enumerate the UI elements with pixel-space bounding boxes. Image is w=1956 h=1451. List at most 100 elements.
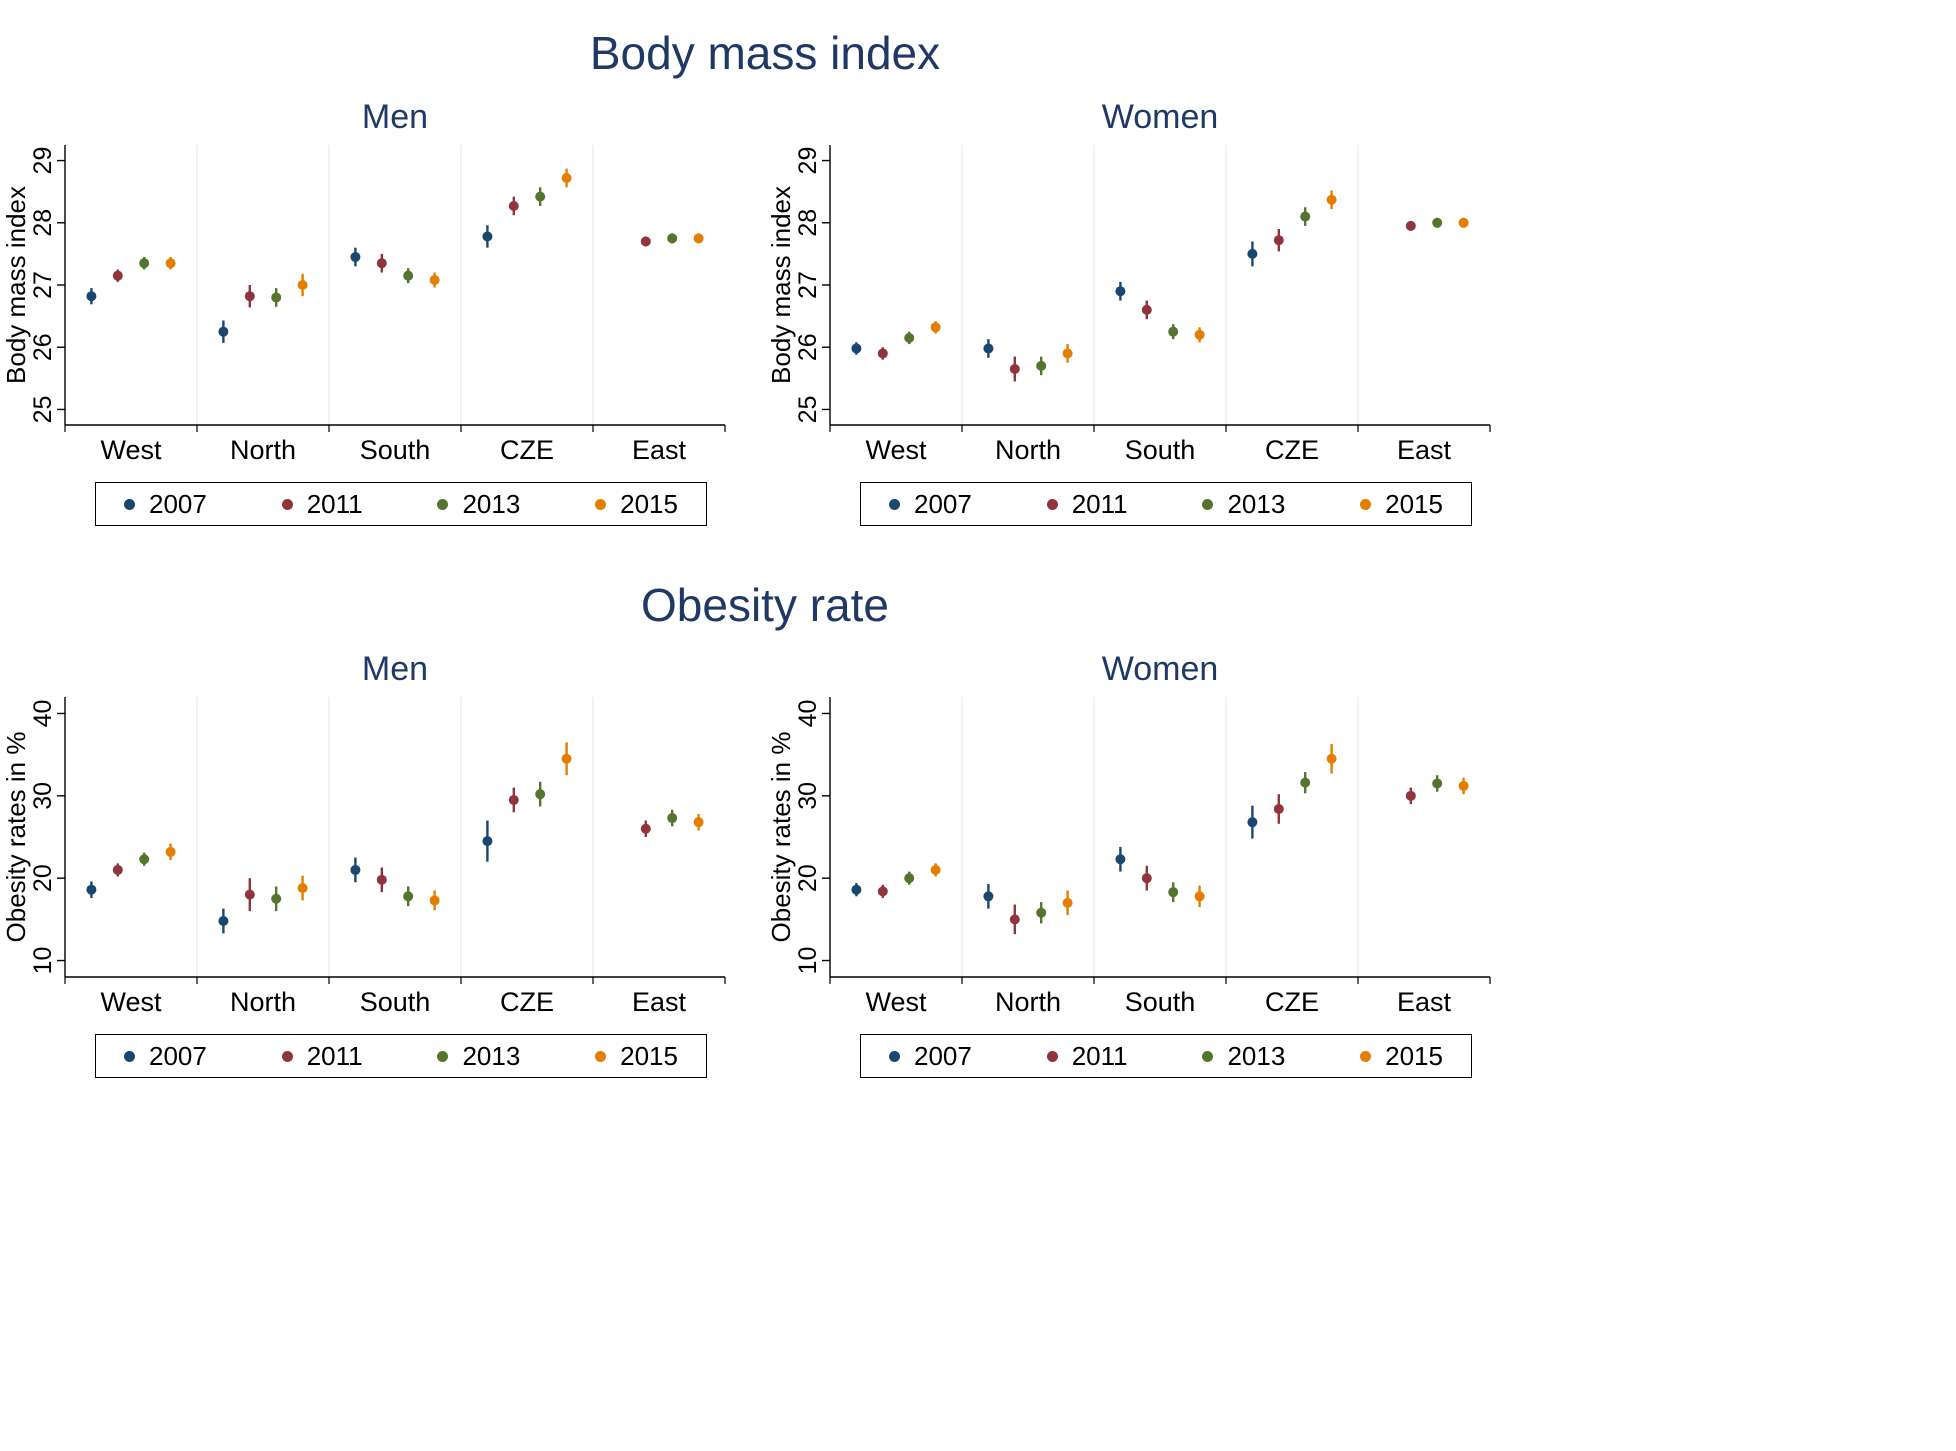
- data-point-2015: [1194, 891, 1205, 902]
- data-point-2011: [877, 348, 888, 359]
- y-tick-label: 10: [794, 947, 822, 975]
- data-point-2013: [1168, 326, 1179, 337]
- data-point-2013: [1300, 211, 1311, 222]
- legend-year-label: 2013: [1227, 488, 1286, 519]
- legend-item-2015: 2015: [595, 489, 678, 520]
- y-tick-label: 25: [29, 396, 57, 424]
- legend-item-2007: 2007: [124, 1041, 207, 1072]
- data-point-2011: [1141, 304, 1152, 315]
- legend-marker-icon: [889, 498, 900, 510]
- legend-item-2013: 2013: [1202, 489, 1285, 520]
- legend-marker-icon: [595, 498, 607, 510]
- legend-year-label: 2011: [1071, 488, 1128, 519]
- data-point-2015: [429, 895, 440, 906]
- subplot-title-bmi-men: Men: [361, 98, 429, 136]
- data-point-2015: [1458, 217, 1469, 228]
- data-point-2007: [482, 836, 493, 847]
- y-tick-label: 20: [29, 864, 57, 892]
- x-category-label: East: [632, 987, 687, 1017]
- y-axis-title: Body mass index: [766, 186, 796, 384]
- data-point-2011: [112, 864, 123, 875]
- subplot-title-bmi-women: Women: [1101, 98, 1219, 136]
- data-point-2011: [244, 889, 255, 900]
- data-point-2013: [271, 893, 282, 904]
- plot-obesity-men: 10 20 30 40 West North South CZE East Obesity rat…: [1, 697, 726, 1017]
- legend-marker-icon: [437, 498, 449, 510]
- y-tick-label: 40: [29, 700, 57, 728]
- legend-item-2015: 2015: [1360, 489, 1443, 520]
- legend-marker-icon: [1046, 1050, 1058, 1062]
- plot-bmi-women: 25 26 27 28 29 West North South CZE East Body mass…: [766, 145, 1491, 465]
- legend-item-2015: 2015: [1360, 1041, 1443, 1072]
- data-point-2013: [403, 891, 414, 902]
- data-point-2011: [877, 886, 888, 897]
- plot-obesity-women: 10 20 30 40 West North South CZE East Obesity rat…: [766, 697, 1491, 1017]
- data-point-2007: [218, 326, 229, 337]
- x-category-label: South: [360, 987, 431, 1017]
- data-point-2007: [1115, 854, 1126, 865]
- data-point-2011: [640, 823, 651, 834]
- y-tick-label: 27: [794, 271, 822, 299]
- y-tick-label: 27: [29, 271, 57, 299]
- x-category-label: CZE: [1265, 435, 1319, 465]
- data-point-2007: [983, 343, 994, 354]
- data-point-2013: [1036, 360, 1047, 371]
- panel-obesity-women: Women 10 20 30 40 West North South CZE East Obesit…: [765, 638, 1530, 1078]
- y-axis-title: Obesity rates in %: [1, 732, 31, 943]
- x-category-label: CZE: [1265, 987, 1319, 1017]
- legend-marker-icon: [595, 1050, 607, 1062]
- bmi-row: Men 25 26 27 28 29 West North South CZE East Body m…: [0, 86, 1530, 526]
- x-category-label: CZE: [500, 987, 554, 1017]
- data-point-2013: [904, 873, 915, 884]
- data-point-2013: [904, 332, 915, 343]
- x-category-label: West: [865, 987, 927, 1017]
- legend-item-2007: 2007: [889, 489, 972, 520]
- legend-item-2011: 2011: [281, 1040, 363, 1072]
- data-point-2011: [1273, 235, 1284, 246]
- legend-item-2011: 2011: [1046, 1041, 1128, 1072]
- data-point-2015: [1326, 753, 1337, 764]
- data-point-2013: [139, 258, 150, 269]
- legend-marker-icon: [1202, 498, 1214, 510]
- data-point-2015: [1326, 194, 1337, 205]
- data-point-2013: [139, 854, 150, 865]
- legend-item-2013: 2013: [437, 1041, 520, 1072]
- data-point-2007: [851, 343, 862, 354]
- data-point-2011: [1405, 220, 1416, 231]
- x-category-label: North: [230, 435, 296, 465]
- plot-bmi-men: 25 26 27 28 29 West North South CZE East Body mass…: [1, 145, 726, 465]
- data-point-2013: [1432, 778, 1443, 789]
- data-point-2011: [112, 270, 123, 281]
- legend-year-label: 2015: [620, 488, 678, 519]
- y-tick-label: 10: [29, 947, 57, 975]
- y-tick-label: 28: [29, 209, 57, 237]
- legend-year-label: 2013: [462, 488, 521, 519]
- data-point-2015: [561, 753, 572, 764]
- data-point-2007: [86, 884, 97, 895]
- legend-marker-icon: [124, 498, 135, 510]
- y-tick-label: 29: [794, 147, 822, 175]
- data-point-2013: [403, 270, 414, 281]
- legend-marker-icon: [1202, 1050, 1214, 1062]
- legend-marker-icon: [1360, 498, 1372, 510]
- data-point-2007: [86, 291, 97, 302]
- legend-year-label: 2011: [306, 1040, 363, 1071]
- data-point-2015: [1458, 780, 1469, 791]
- x-category-label: South: [360, 435, 431, 465]
- legend-marker-icon: [889, 1050, 900, 1062]
- legend-year-label: 2015: [1385, 1040, 1443, 1071]
- legend-bmi-women: 2007 2011 2013 2015: [860, 482, 1472, 526]
- data-point-2015: [930, 322, 941, 333]
- x-category-label: South: [1125, 987, 1196, 1017]
- x-category-label: North: [995, 435, 1061, 465]
- data-point-2007: [851, 884, 862, 895]
- y-tick-label: 26: [794, 333, 822, 361]
- legend-year-label: 2011: [306, 488, 363, 519]
- data-point-2011: [640, 236, 651, 247]
- data-point-2007: [983, 891, 994, 902]
- y-tick-label: 40: [794, 700, 822, 728]
- legend-item-2013: 2013: [1202, 1041, 1285, 1072]
- figure-canvas: Body mass index Men 25 26 27 28 29 West North So…: [0, 27, 1530, 1078]
- legend-marker-icon: [281, 498, 293, 510]
- legend-year-label: 2007: [914, 1040, 972, 1071]
